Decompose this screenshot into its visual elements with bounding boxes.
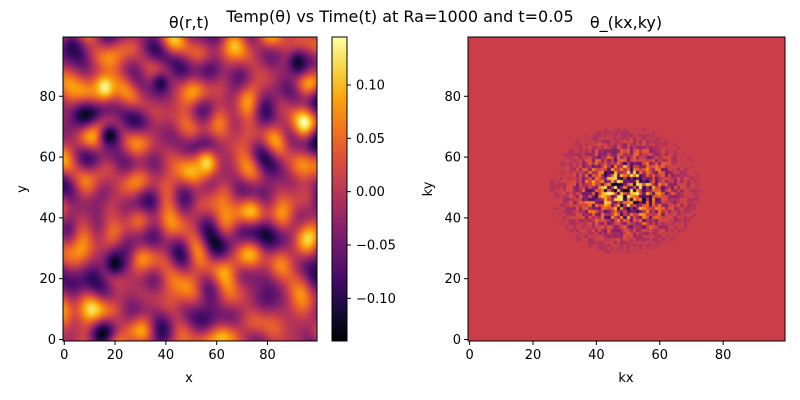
left-x-ticks: 0 20 40 60 80 (60, 341, 276, 363)
right-y-tick-label: 60 (444, 151, 461, 166)
right-plot-frame (467, 36, 786, 342)
colorbar-tick-label: −0.10 (356, 292, 396, 307)
spectrum-heatmap (468, 37, 785, 341)
left-x-tick-label: 80 (259, 348, 276, 363)
right-x-tick-label: 20 (525, 348, 542, 363)
left-y-axis-label: y (15, 185, 30, 193)
right-x-tick-label: 60 (652, 348, 669, 363)
colorbar-tick-label: 0.10 (356, 79, 385, 94)
right-x-axis-label: kx (618, 371, 634, 386)
left-y-tick-label: 20 (39, 272, 56, 287)
left-x-tick-label: 20 (107, 348, 124, 363)
right-panel-title: θ_(kx,ky) (590, 13, 662, 33)
colorbar-tick-label: 0.05 (356, 132, 385, 147)
left-y-tick-label: 40 (39, 211, 56, 226)
colorbar: 0.10 0.05 0.00 −0.05 −0.10 (331, 36, 396, 342)
left-plot-frame (62, 36, 318, 342)
right-x-tick-label: 40 (588, 348, 605, 363)
left-y-ticks: 0 20 40 60 80 (39, 90, 63, 348)
colorbar-tick-label: 0.00 (356, 185, 385, 200)
right-y-ticks: 0 20 40 60 80 (444, 90, 468, 348)
temperature-field-heatmap (63, 37, 317, 341)
left-x-tick-label: 60 (208, 348, 225, 363)
right-x-tick-label: 0 (465, 348, 473, 363)
right-y-tick-label: 40 (444, 211, 461, 226)
panel-left: θ(r,t) 0 20 40 60 80 0 20 40 60 80 x y (15, 13, 318, 386)
left-panel-title: θ(r,t) (169, 13, 209, 32)
panel-right: θ_(kx,ky) 0 20 40 60 80 0 20 40 60 80 kx ky (421, 13, 786, 386)
figure-title: Temp(θ) vs Time(t) at Ra=1000 and t=0.05 (225, 7, 573, 26)
left-y-tick-label: 80 (39, 90, 56, 105)
left-y-tick-label: 60 (39, 151, 56, 166)
right-x-ticks: 0 20 40 60 80 (465, 341, 731, 363)
colorbar-tick-label: −0.05 (356, 239, 396, 254)
left-x-axis-label: x (185, 371, 193, 386)
left-y-tick-label: 0 (48, 333, 56, 348)
right-y-tick-label: 80 (444, 90, 461, 105)
left-x-tick-label: 40 (158, 348, 175, 363)
right-x-tick-label: 80 (715, 348, 732, 363)
left-x-tick-label: 0 (60, 348, 68, 363)
colorbar-ticks: 0.10 0.05 0.00 −0.05 −0.10 (347, 79, 396, 307)
right-y-tick-label: 20 (444, 272, 461, 287)
right-y-axis-label: ky (421, 181, 436, 196)
right-y-tick-label: 0 (453, 333, 461, 348)
colorbar-gradient (331, 36, 348, 342)
